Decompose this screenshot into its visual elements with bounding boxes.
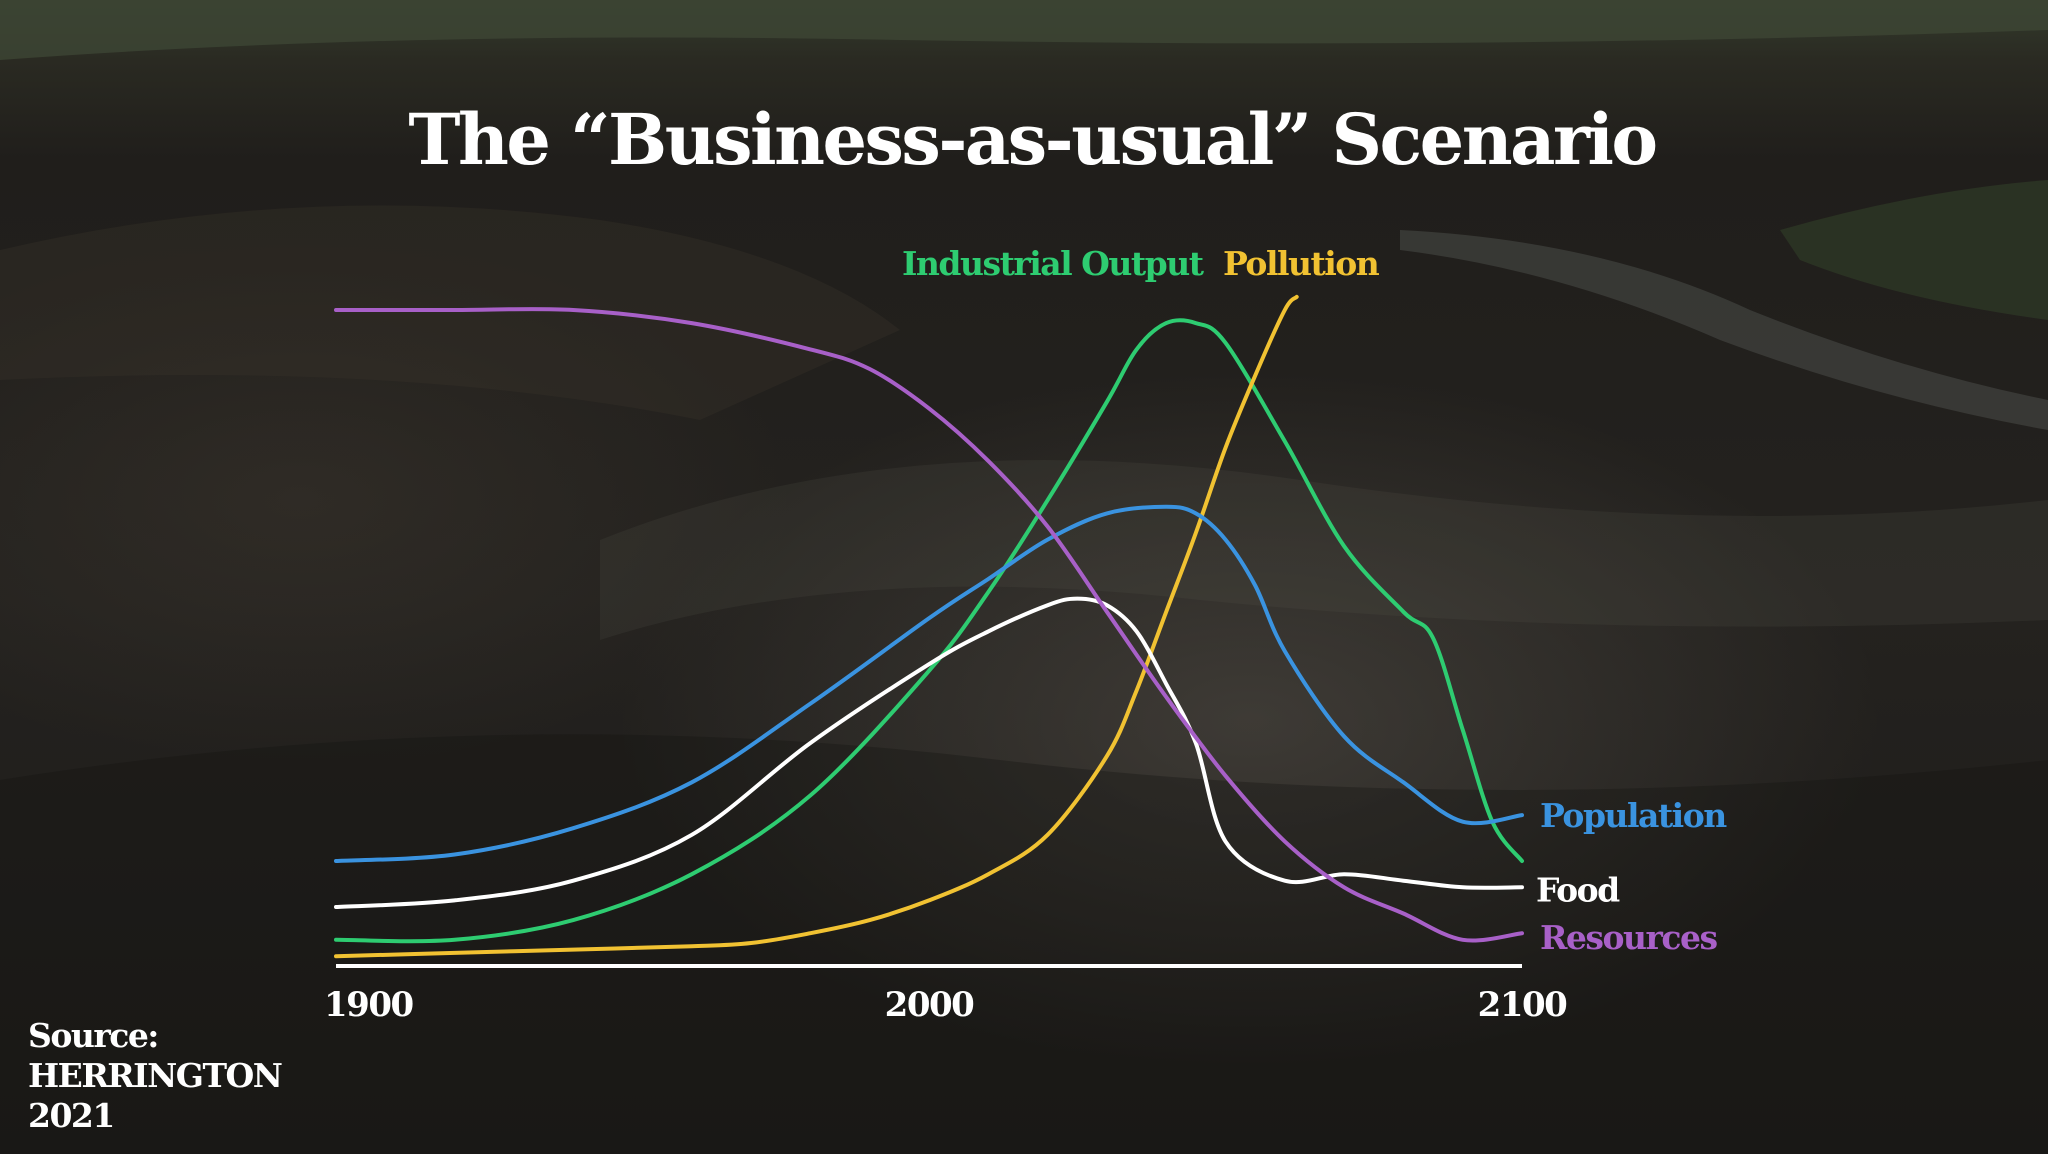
source-author: HERRINGTON <box>28 1056 283 1095</box>
series-line-population <box>334 504 1524 863</box>
source-credit: Source: HERRINGTON 2021 <box>28 1016 283 1136</box>
chart-title: The “Business-as-usual” Scenario <box>408 98 1658 181</box>
series-line-pollution <box>334 294 1299 959</box>
series-line-industrial-output <box>334 318 1524 944</box>
x-tick-label-2100: 2100 <box>1478 985 1567 1025</box>
x-tick-label-1900: 1900 <box>324 985 413 1025</box>
source-label: Source: <box>28 1016 160 1055</box>
source-year: 2021 <box>28 1096 115 1135</box>
series-line-food <box>334 596 1524 909</box>
series-label-pollution: Pollution <box>1223 244 1380 283</box>
series-line-resources <box>334 307 1524 943</box>
x-tick-label-2000: 2000 <box>885 985 974 1025</box>
series-label-resources: Resources <box>1540 918 1717 957</box>
series-label-industrial-output: Industrial Output <box>902 244 1205 283</box>
series-label-food: Food <box>1536 870 1620 909</box>
series-label-population: Population <box>1540 796 1727 835</box>
